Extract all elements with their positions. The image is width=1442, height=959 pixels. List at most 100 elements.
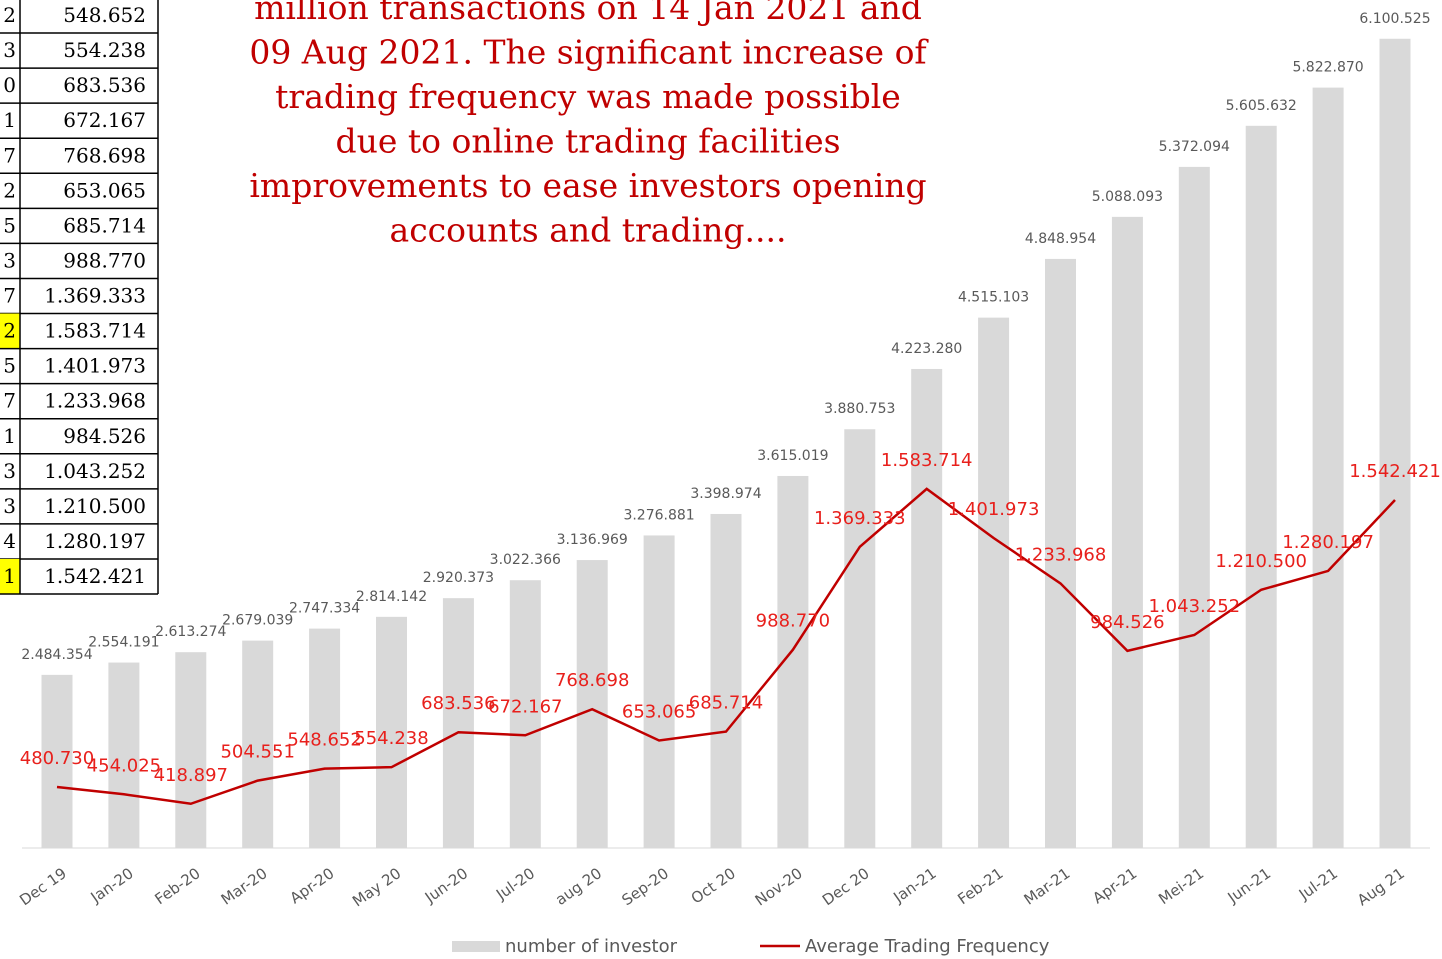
annotation: accounts and trading....	[390, 211, 787, 250]
bar-value-label: 4.515.103	[958, 290, 1029, 306]
x-tick-label: Mei-21	[1155, 864, 1207, 908]
bar-value-label: 6.100.525	[1359, 11, 1430, 27]
bar-value-label: 5.372.094	[1159, 139, 1230, 155]
line-value-label: 683.536	[421, 693, 495, 714]
highlight	[0, 558, 20, 595]
x-tick-label: Jun-21	[1224, 864, 1274, 907]
table-cell: 7	[3, 143, 16, 167]
x-tick-label: Mar-21	[1021, 864, 1074, 908]
bar	[911, 368, 943, 848]
bar-value-label: 3.276.881	[623, 507, 694, 523]
line-value-label: 554.238	[354, 728, 428, 749]
line-value-label: 768.698	[555, 670, 629, 691]
table-cell: 1.280.197	[44, 529, 146, 553]
bar	[41, 674, 73, 848]
annotation: improvements to ease investors opening	[249, 166, 926, 205]
x-tick-label: Jun-20	[421, 864, 471, 907]
table-cell: 2	[3, 178, 16, 202]
table-cell: 988.770	[63, 248, 146, 272]
table-cell: 3	[3, 38, 16, 62]
x-tick-label: Mar-20	[218, 864, 271, 908]
line-value-label: 988.770	[756, 611, 830, 632]
x-tick-label: Jan-21	[889, 864, 939, 907]
x-tick-label: Apr-21	[1089, 864, 1140, 907]
x-tick-label: Feb-20	[152, 864, 204, 908]
bar-value-label: 5.088.093	[1092, 189, 1163, 205]
legend-swatch	[452, 941, 500, 952]
line-value-label: 653.065	[622, 701, 696, 722]
table-cell: 768.698	[63, 143, 146, 167]
table-cell: 984.526	[63, 424, 146, 448]
table-cell: 0	[3, 73, 16, 97]
bar	[1379, 38, 1411, 849]
line-value-label: 672.167	[488, 696, 562, 717]
table-cell: 554.238	[63, 38, 146, 62]
line-value-label: 1.280.197	[1282, 532, 1374, 553]
bar-value-label: 2.484.354	[21, 647, 92, 663]
bar-value-label: 2.814.142	[356, 589, 427, 605]
table-cell: 653.065	[63, 178, 146, 202]
x-tick-label: aug 20	[552, 864, 605, 909]
bar-value-label: 2.613.274	[155, 624, 226, 640]
bar-value-label: 3.398.974	[690, 486, 761, 502]
bar	[643, 535, 675, 848]
x-tick-label: Nov-20	[752, 864, 806, 909]
line-value-label: 1.043.252	[1148, 596, 1240, 617]
table-cell: 1.583.714	[44, 319, 146, 343]
legend-label: Average Trading Frequency	[805, 936, 1050, 957]
table-cell: 2	[3, 3, 16, 27]
bar	[108, 662, 140, 848]
table-cell: 7	[3, 284, 16, 308]
bar-value-label: 5.605.632	[1226, 98, 1297, 114]
table-cell: 1	[3, 108, 16, 132]
bar-value-label: 2.554.191	[88, 635, 159, 651]
bar-value-label: 3.136.969	[557, 532, 628, 548]
line-value-label: 1.583.714	[881, 450, 973, 471]
line-value-label: 1.369.333	[814, 508, 906, 529]
x-tick-label: Aug 21	[1354, 864, 1408, 909]
x-tick-label: May 20	[349, 864, 404, 910]
bar	[175, 652, 207, 848]
bar-value-label: 3.880.753	[824, 401, 895, 417]
bar-value-label: 2.747.334	[289, 601, 360, 617]
table-cell: 5	[3, 213, 16, 237]
annotation: 09 Aug 2021. The significant increase of	[249, 33, 929, 72]
x-tick-label: Dec 19	[16, 864, 70, 909]
bar	[1178, 166, 1210, 848]
annotation: million transactions on 14 Jan 2021 and	[254, 0, 922, 27]
table-cell: 1.369.333	[44, 284, 146, 308]
bar	[242, 640, 274, 848]
table-cell: 1.210.500	[44, 494, 146, 518]
line-value-label: 454.025	[87, 755, 161, 776]
bar	[844, 429, 876, 848]
bar-value-label: 5.822.870	[1292, 60, 1363, 76]
line-value-label: 1.542.421	[1349, 461, 1441, 482]
line-value-label: 984.526	[1090, 612, 1164, 633]
x-tick-label: Jul-20	[492, 864, 538, 904]
highlight	[0, 313, 20, 349]
table-cell: 3	[3, 248, 16, 272]
bar	[1111, 216, 1143, 849]
bar-value-label: 4.223.280	[891, 341, 962, 357]
table-cell: 1.401.973	[44, 354, 146, 378]
bar	[442, 598, 474, 848]
line-value-label: 1.401.973	[948, 499, 1040, 520]
x-tick-label: Sep-20	[618, 864, 672, 909]
table-cell: 672.167	[63, 108, 146, 132]
table-cell: 685.714	[63, 213, 146, 237]
x-tick-label: Oct 20	[688, 864, 739, 907]
bar	[309, 628, 341, 848]
x-tick-label: Jan-20	[87, 864, 137, 907]
table-cell: 2	[3, 319, 16, 343]
table-cell: 1.233.968	[44, 389, 146, 413]
x-tick-label: Feb-21	[954, 864, 1006, 908]
bar-value-label: 2.920.373	[423, 570, 494, 586]
table-cell: 3	[3, 494, 16, 518]
x-tick-label: Jul-21	[1295, 864, 1341, 904]
bar	[710, 513, 742, 848]
annotation: due to online trading facilities	[335, 122, 840, 161]
line-value-label: 480.730	[20, 748, 94, 769]
table-cell: 7	[3, 389, 16, 413]
table-cell: 1.043.252	[44, 459, 146, 483]
annotation: trading frequency was made possible	[275, 77, 901, 116]
